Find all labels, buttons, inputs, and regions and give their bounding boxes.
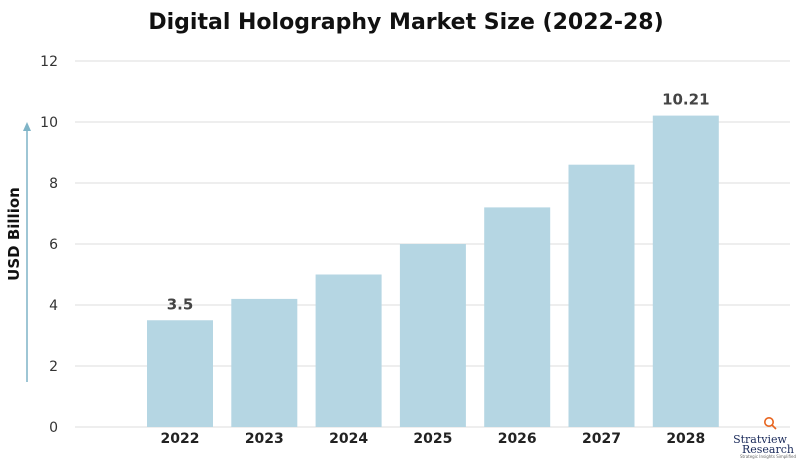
y-tick-label: 10 bbox=[40, 115, 58, 131]
x-tick-label: 2022 bbox=[161, 431, 200, 447]
bars bbox=[147, 115, 719, 427]
bar-2028 bbox=[652, 115, 719, 427]
svg-text:Stratview: Stratview bbox=[733, 433, 787, 446]
y-tick-label: 12 bbox=[40, 54, 58, 70]
y-tick-label: 2 bbox=[49, 359, 58, 375]
bar-2025 bbox=[399, 244, 466, 427]
x-tick-label: 2023 bbox=[245, 431, 284, 447]
y-axis-label: USD Billion bbox=[5, 187, 23, 281]
y-axis-ticks: 0 2 4 6 8 10 12 bbox=[40, 54, 58, 436]
y-axis-arrow bbox=[23, 122, 31, 382]
x-axis-ticks: 2022 2023 2024 2025 2026 2027 2028 bbox=[161, 431, 706, 447]
bar-2022 bbox=[147, 320, 213, 427]
svg-text:Research: Research bbox=[742, 443, 794, 456]
x-tick-label: 2025 bbox=[413, 431, 452, 447]
x-tick-label: 2027 bbox=[582, 431, 621, 447]
data-label-2028: 10.21 bbox=[662, 91, 709, 109]
x-tick-label: 2026 bbox=[498, 431, 537, 447]
y-tick-label: 4 bbox=[49, 298, 58, 314]
stratview-logo: Stratview Research Strategic Insights Si… bbox=[733, 416, 797, 459]
y-tick-label: 6 bbox=[49, 237, 58, 253]
data-label-2022: 3.5 bbox=[167, 295, 194, 313]
svg-text:Strategic Insights Simplified: Strategic Insights Simplified bbox=[740, 454, 797, 459]
data-labels: 3.5 10.21 bbox=[167, 91, 710, 314]
bar-2026 bbox=[484, 207, 551, 427]
bar-2024 bbox=[315, 274, 382, 427]
y-tick-label: 8 bbox=[49, 176, 58, 192]
bar-2023 bbox=[231, 298, 298, 427]
chart-title: Digital Holography Market Size (2022-28) bbox=[148, 10, 663, 35]
x-tick-label: 2024 bbox=[329, 431, 368, 447]
x-tick-label: 2028 bbox=[666, 431, 705, 447]
bar-2027 bbox=[568, 164, 635, 427]
y-tick-label: 0 bbox=[49, 420, 58, 436]
